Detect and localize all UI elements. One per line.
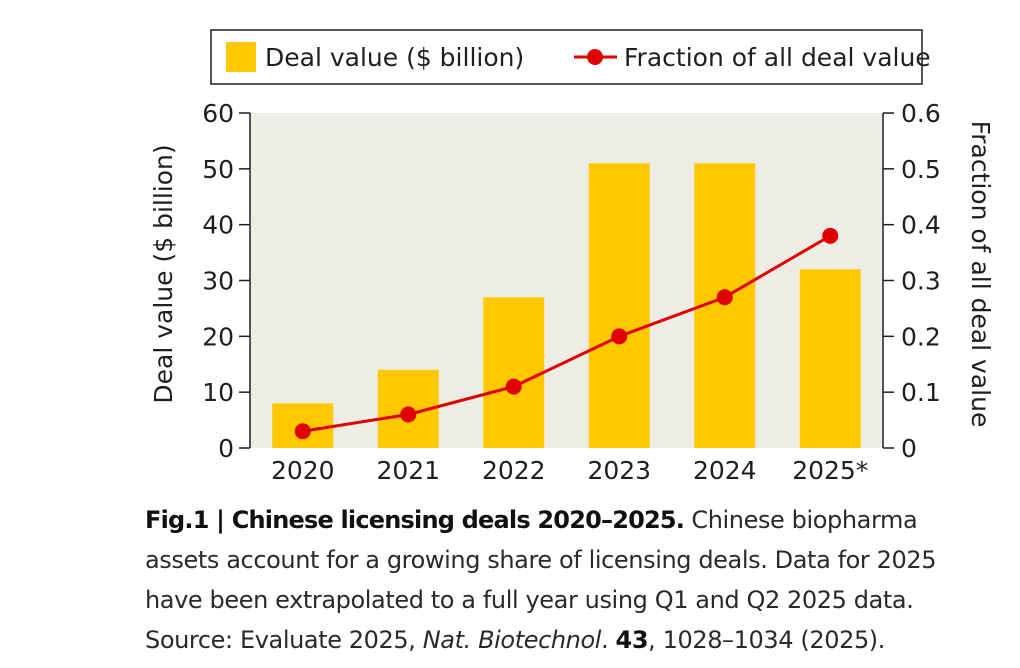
plot-area — [250, 113, 883, 448]
left-tick-label: 30 — [202, 267, 234, 296]
left-axis-ticks: 0 10 20 30 40 50 60 — [202, 99, 250, 463]
caption-text: Chinese biopharma assets account for a g… — [145, 506, 937, 654]
right-tick-label: 0.5 — [901, 155, 941, 184]
caption-title: Fig.1 | Chinese licensing deals 2020–202… — [145, 506, 685, 534]
right-tick-label: 0.4 — [901, 211, 941, 240]
left-tick-label: 50 — [202, 155, 234, 184]
left-tick-label: 60 — [202, 99, 234, 128]
right-tick-label: 0 — [901, 434, 917, 463]
caption-text-3: , 1028–1034 (2025). — [648, 626, 886, 654]
right-tick-label: 0.3 — [901, 267, 941, 296]
x-tick-label: 2020 — [271, 456, 335, 485]
bar-2025 — [799, 269, 861, 448]
x-tick-label: 2021 — [376, 456, 440, 485]
right-axis-title: Fraction of all deal value — [966, 121, 995, 428]
x-tick-label: 2022 — [482, 456, 546, 485]
bar-series — [272, 163, 861, 448]
right-tick-label: 0.2 — [901, 322, 941, 351]
fraction-point-2021 — [400, 406, 417, 423]
combo-chart: Deal value ($ billion) Fraction of all d… — [149, 29, 995, 485]
caption-volume: 43 — [615, 626, 649, 654]
fraction-point-2023 — [611, 328, 628, 345]
fraction-line — [302, 234, 832, 433]
x-tick-label: 2023 — [587, 456, 651, 485]
caption-text-2: . — [601, 626, 616, 654]
legend-line-marker — [587, 49, 603, 65]
legend: Deal value ($ billion) Fraction of all d… — [210, 29, 931, 85]
caption-journal: Nat. Biotechnol — [422, 626, 602, 654]
legend-box — [210, 29, 923, 85]
x-axis-ticks: 2020 2021 2022 2023 2024 2025* — [271, 456, 868, 485]
bar-2022 — [483, 297, 545, 448]
legend-bar-swatch — [226, 42, 256, 72]
fraction-point-2024 — [716, 289, 733, 306]
legend-line-label: Fraction of all deal value — [624, 43, 931, 72]
fraction-point-2022 — [505, 378, 522, 395]
right-axis-ticks: 0 0.1 0.2 0.3 0.4 0.5 0.6 — [883, 99, 941, 463]
legend-bar-label: Deal value ($ billion) — [265, 43, 524, 72]
left-tick-label: 0 — [218, 434, 234, 463]
x-tick-label: 2025* — [792, 456, 868, 485]
fraction-point-2025 — [822, 227, 839, 244]
figure-caption: Fig.1 | Chinese licensing deals 2020–202… — [145, 500, 985, 660]
bar-2023 — [588, 163, 650, 448]
x-tick-label: 2024 — [693, 456, 757, 485]
left-tick-label: 40 — [202, 211, 234, 240]
left-tick-label: 20 — [202, 322, 234, 351]
fraction-point-2020 — [294, 423, 311, 440]
left-tick-label: 10 — [202, 378, 234, 407]
line-series — [294, 227, 839, 440]
right-tick-label: 0.1 — [901, 378, 941, 407]
right-tick-label: 0.6 — [901, 99, 941, 128]
left-axis-title: Deal value ($ billion) — [149, 144, 178, 403]
